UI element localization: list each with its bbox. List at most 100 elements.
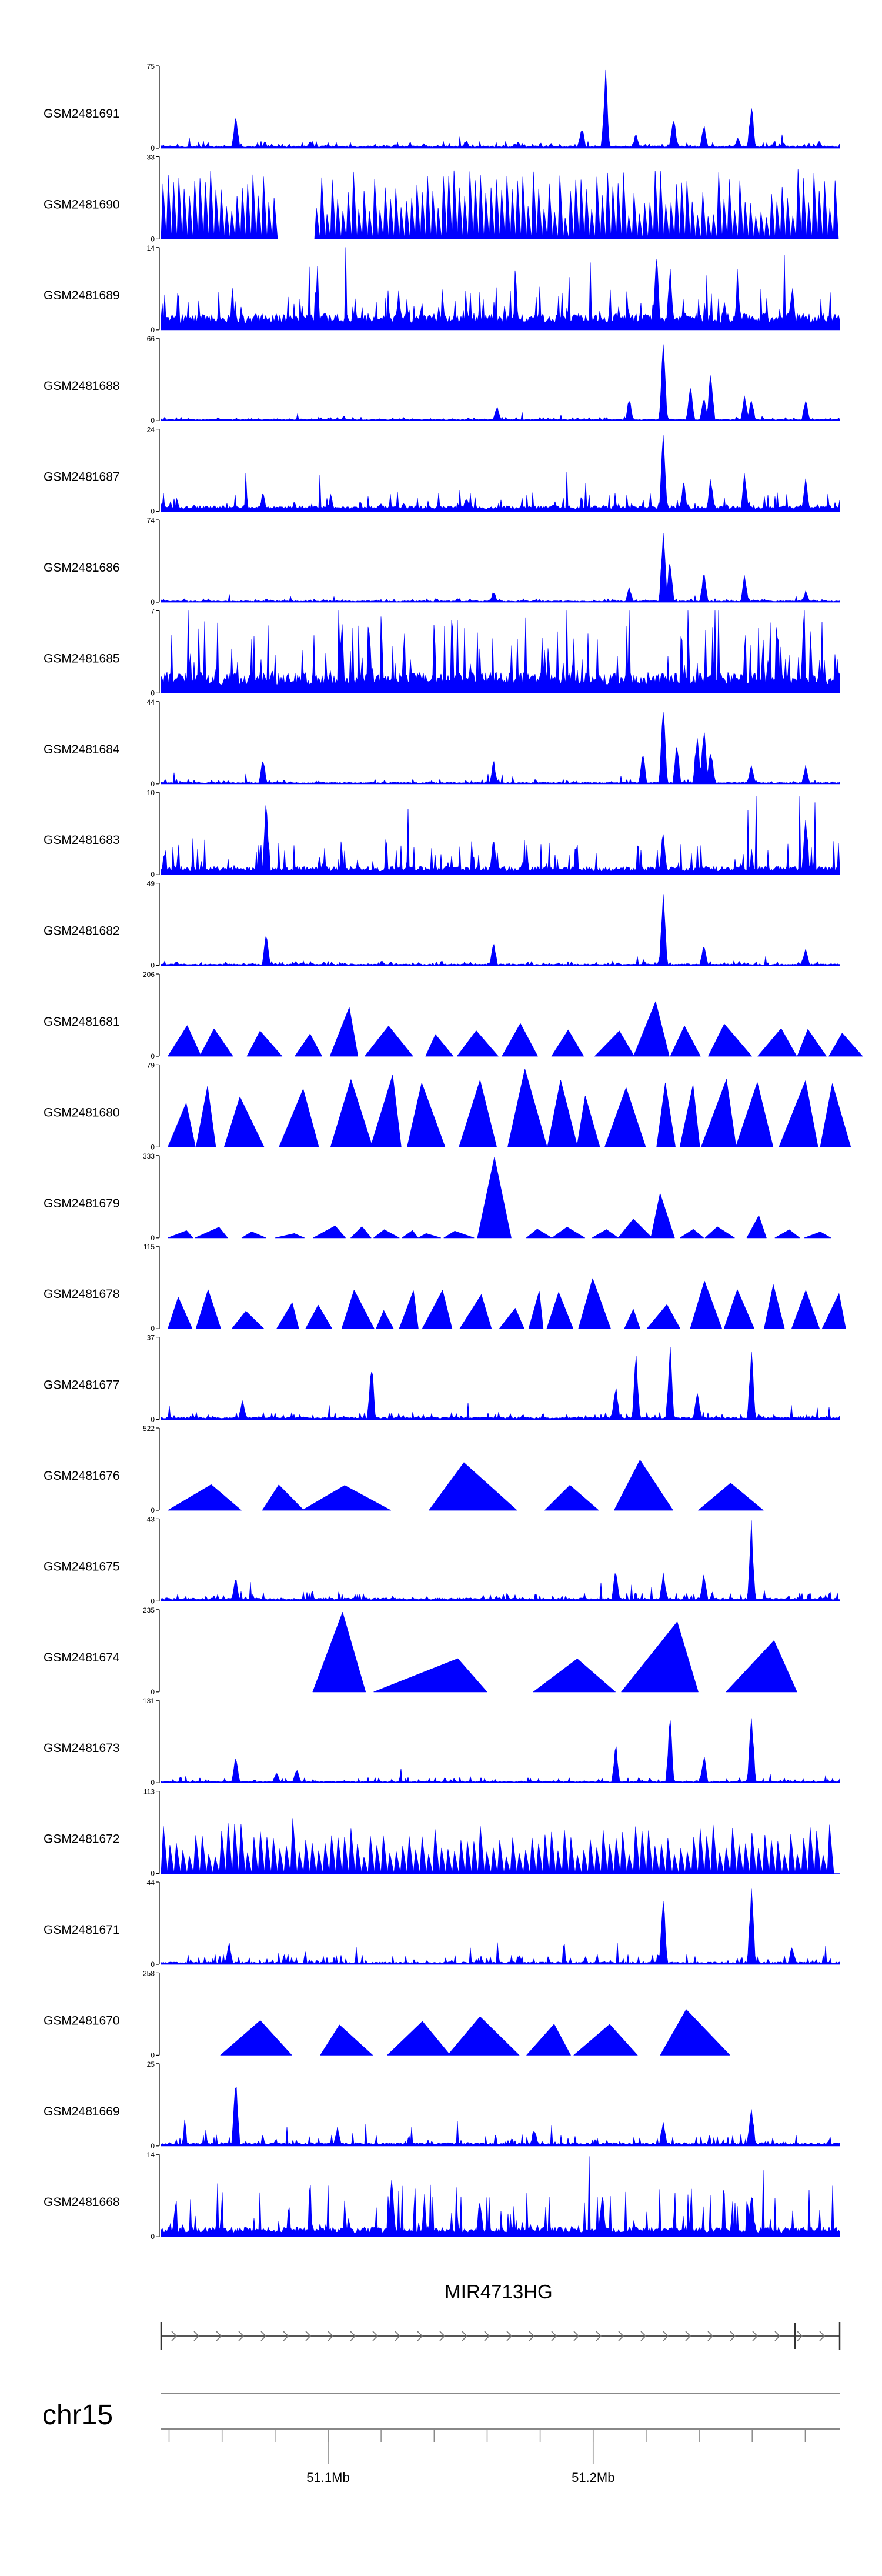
y-max-label: 66 xyxy=(147,335,155,343)
coverage-area xyxy=(168,1001,863,1057)
y-max-label: 43 xyxy=(147,1515,155,1523)
coverage-area xyxy=(161,344,840,421)
y-zero-label: 0 xyxy=(151,2051,155,2059)
track-label: GSM2481691 xyxy=(44,107,120,121)
track: GSM2481691 75 0 xyxy=(44,62,840,152)
coverage-area xyxy=(161,1718,840,1783)
strand-arrow xyxy=(238,2331,245,2341)
genome-axis: chr15 51.1Mb 51.2Mb xyxy=(42,2393,840,2485)
y-zero-label: 0 xyxy=(151,1597,155,1605)
strand-arrow xyxy=(395,2331,401,2341)
track: GSM2481676 522 0 xyxy=(44,1424,764,1514)
axis-tick-label: 51.2Mb xyxy=(572,2470,614,2485)
y-max-label: 115 xyxy=(143,1243,155,1251)
track: GSM2481673 131 0 xyxy=(44,1697,840,1787)
track-label: GSM2481682 xyxy=(44,925,120,938)
y-max-label: 79 xyxy=(147,1061,155,1069)
y-zero-label: 0 xyxy=(151,689,155,697)
track: GSM2481681 206 0 xyxy=(44,970,863,1060)
track: GSM2481672 113 0 xyxy=(44,1788,840,1878)
strand-arrow xyxy=(506,2331,513,2341)
track-label: GSM2481689 xyxy=(44,289,120,302)
y-zero-label: 0 xyxy=(151,144,155,152)
track: GSM2481677 37 0 xyxy=(44,1334,840,1424)
y-max-label: 37 xyxy=(147,1334,155,1342)
y-zero-label: 0 xyxy=(151,235,155,243)
strand-arrow xyxy=(328,2331,334,2341)
track-label: GSM2481684 xyxy=(44,743,120,756)
coverage-area xyxy=(168,1278,846,1329)
strand-arrow xyxy=(774,2331,781,2341)
coverage-area xyxy=(220,2009,730,2056)
track: GSM2481689 14 0 xyxy=(44,244,840,334)
y-max-label: 14 xyxy=(147,244,155,252)
strand-arrow xyxy=(730,2331,736,2341)
y-max-label: 33 xyxy=(147,153,155,161)
coverage-area xyxy=(161,435,840,512)
y-zero-label: 0 xyxy=(151,1688,155,1696)
coverage-area xyxy=(161,894,840,966)
coverage-area xyxy=(161,1888,840,1965)
strand-arrow xyxy=(260,2331,267,2341)
y-zero-label: 0 xyxy=(151,1324,155,1333)
track-label: GSM2481675 xyxy=(44,1560,120,1573)
track: GSM2481685 7 0 xyxy=(44,607,840,697)
y-zero-label: 0 xyxy=(151,1052,155,1060)
track: GSM2481684 44 0 xyxy=(44,698,840,788)
y-max-label: 113 xyxy=(143,1788,155,1796)
track: GSM2481670 258 0 xyxy=(44,1969,730,2059)
strand-arrow xyxy=(529,2331,535,2341)
y-max-label: 522 xyxy=(143,1424,155,1433)
y-zero-label: 0 xyxy=(151,1870,155,1878)
coverage-area xyxy=(161,1347,840,1420)
strand-arrow xyxy=(685,2331,691,2341)
strand-arrow xyxy=(372,2331,379,2341)
coverage-area xyxy=(168,1460,764,1511)
strand-arrow xyxy=(193,2331,200,2341)
y-max-label: 49 xyxy=(147,880,155,888)
coverage-area xyxy=(161,610,840,693)
axis-tick-label: 51.1Mb xyxy=(306,2470,349,2485)
y-zero-label: 0 xyxy=(151,326,155,334)
y-zero-label: 0 xyxy=(151,598,155,606)
coverage-area xyxy=(161,247,840,331)
track: GSM2481675 43 0 xyxy=(44,1515,840,1605)
strand-arrow xyxy=(350,2331,356,2341)
track-label: GSM2481676 xyxy=(44,1469,120,1483)
track: GSM2481668 14 0 xyxy=(44,2151,840,2241)
track: GSM2481686 74 0 xyxy=(44,516,840,606)
y-zero-label: 0 xyxy=(151,962,155,970)
track-label: GSM2481688 xyxy=(44,379,120,393)
strand-arrow xyxy=(618,2331,624,2341)
y-max-label: 206 xyxy=(143,970,155,979)
strand-arrow xyxy=(551,2331,557,2341)
y-max-label: 24 xyxy=(147,426,155,434)
strand-arrow xyxy=(819,2331,826,2341)
track-label: GSM2481674 xyxy=(44,1651,120,1664)
y-max-label: 10 xyxy=(147,789,155,797)
y-max-label: 7 xyxy=(151,607,155,615)
track: GSM2481674 235 0 xyxy=(44,1606,797,1696)
y-zero-label: 0 xyxy=(151,870,155,879)
y-max-label: 75 xyxy=(147,62,155,71)
track: GSM2481679 333 0 xyxy=(44,1152,831,1242)
track-label: GSM2481683 xyxy=(44,833,120,847)
y-max-label: 44 xyxy=(147,698,155,706)
track-label: GSM2481681 xyxy=(44,1015,120,1029)
y-zero-label: 0 xyxy=(151,780,155,788)
track-label: GSM2481668 xyxy=(44,2195,120,2209)
track-label: GSM2481679 xyxy=(44,1197,120,1210)
y-max-label: 25 xyxy=(147,2060,155,2068)
y-zero-label: 0 xyxy=(151,1960,155,1968)
track: GSM2481671 44 0 xyxy=(44,1878,840,1968)
track: GSM2481687 24 0 xyxy=(44,426,840,516)
track: GSM2481669 25 0 xyxy=(44,2060,840,2150)
y-zero-label: 0 xyxy=(151,1143,155,1151)
coverage-area xyxy=(168,1157,831,1239)
track-label: GSM2481685 xyxy=(44,652,120,665)
track-label: GSM2481673 xyxy=(44,1741,120,1755)
y-zero-label: 0 xyxy=(151,2233,155,2241)
coverage-area xyxy=(168,1069,851,1147)
coverage-area xyxy=(161,2156,840,2237)
